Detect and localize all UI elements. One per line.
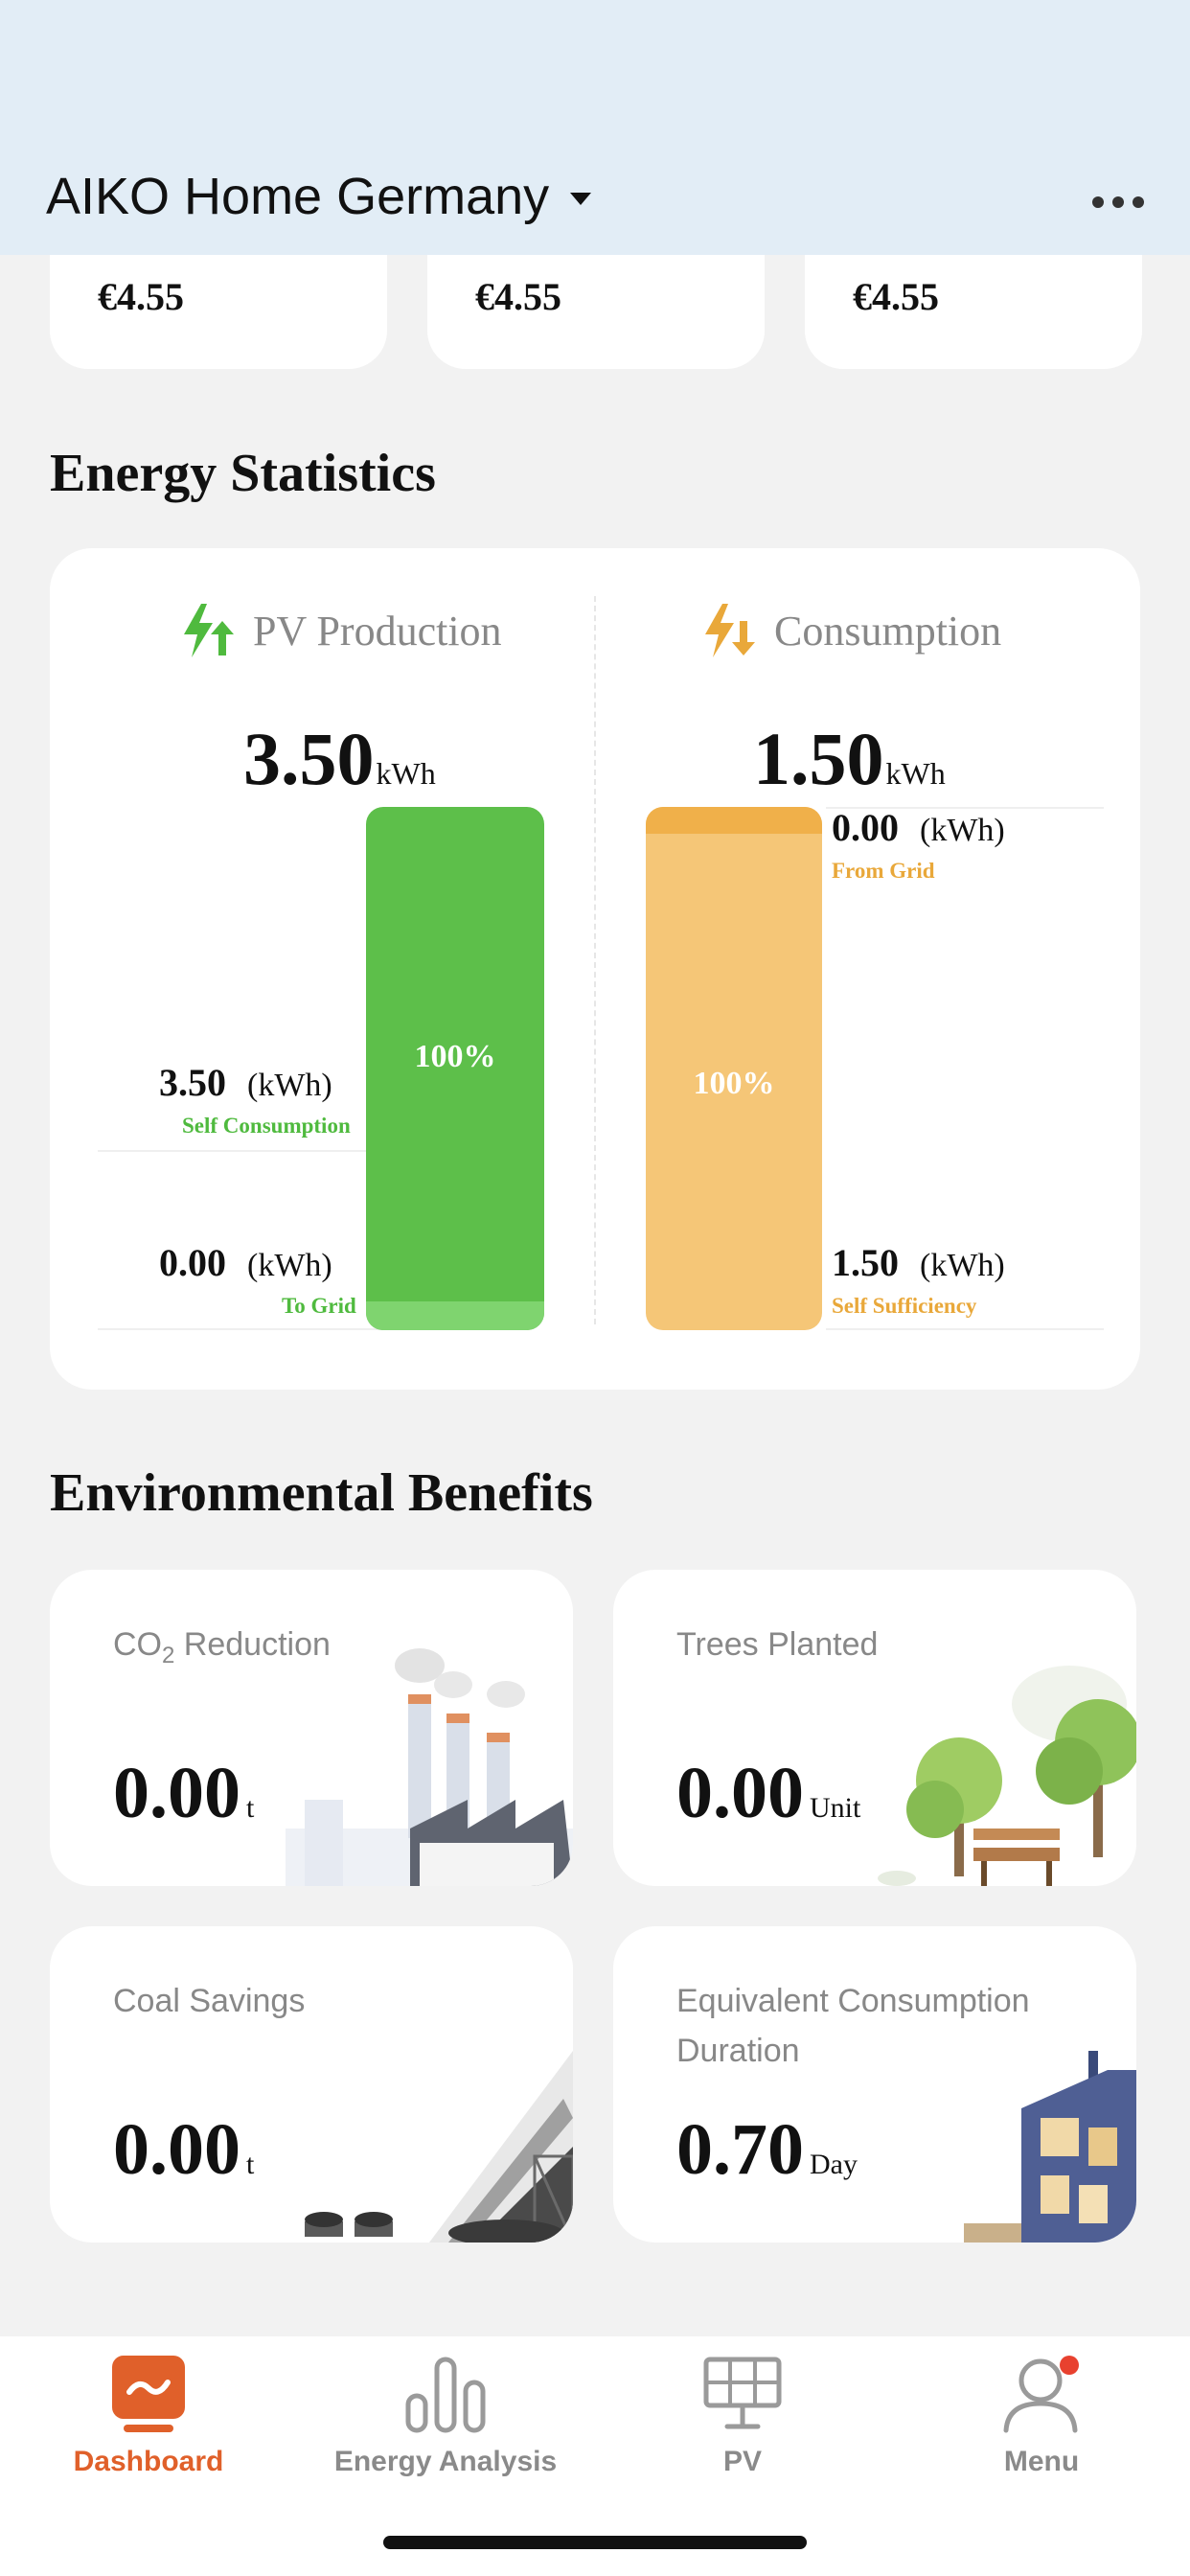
environmental-benefits-title: Environmental Benefits: [50, 1463, 593, 1523]
pv-total-value: 3.50: [243, 717, 375, 800]
tab-pv[interactable]: PV: [594, 2354, 891, 2478]
co2-reduction-card[interactable]: CO2 Reduction 0.00 t: [50, 1570, 573, 1886]
pv-total: 3.50 kWh: [243, 716, 436, 802]
consumption-from-grid-segment: [646, 807, 822, 834]
co2-reduction-title: CO2 Reduction: [113, 1626, 331, 1668]
dashboard-icon: [112, 2356, 185, 2432]
guide-line: [98, 1150, 414, 1152]
from-grid-label: From Grid: [832, 859, 935, 883]
consumption-header: Consumption: [701, 602, 1001, 659]
coal-savings-card[interactable]: Coal Savings 0.00 t: [50, 1926, 573, 2242]
tab-label: Dashboard: [73, 2446, 224, 2477]
pv-production-header: PV Production: [180, 602, 502, 659]
energy-statistics-card: PV Production Consumption 3.50 kWh 1.50 …: [50, 548, 1140, 1390]
coal-savings-value: 0.00 t: [113, 2109, 255, 2190]
consumption-bar-percent: 100%: [693, 1066, 775, 1101]
pv-bar-percent: 100%: [414, 1039, 496, 1074]
to-grid-value: 0.00 (kWh): [159, 1241, 332, 1284]
consumption-label: Consumption: [774, 607, 1002, 655]
coal-savings-title: Coal Savings: [113, 1983, 306, 2019]
consumption-total-unit: kWh: [885, 756, 946, 791]
self-sufficiency-label: Self Sufficiency: [832, 1294, 977, 1318]
pv-production-icon: [184, 604, 234, 657]
tab-label: Menu: [1003, 2446, 1080, 2477]
self-sufficiency-value: 1.50 (kWh): [832, 1241, 1005, 1284]
from-grid-value: 0.00 (kWh): [832, 806, 1005, 849]
tab-label: Energy Analysis: [333, 2446, 558, 2477]
trees-planted-card[interactable]: Trees Planted 0.00 Unit: [613, 1570, 1136, 1886]
energy-statistics-title: Energy Statistics: [50, 444, 436, 503]
co2-reduction-value: 0.00 t: [113, 1753, 255, 1833]
notification-badge: [1060, 2356, 1079, 2375]
price-value: €4.55: [853, 275, 939, 318]
trees-planted-title: Trees Planted: [676, 1626, 879, 1663]
house-illustration-icon: [964, 2051, 1136, 2242]
home-indicator: [383, 2536, 807, 2549]
consumption-icon: [705, 604, 755, 657]
caret-down-icon: [570, 192, 592, 205]
bar-chart-icon: [405, 2357, 486, 2433]
tab-menu[interactable]: Menu: [893, 2354, 1190, 2478]
tab-label: PV: [722, 2446, 763, 2477]
more-options-icon[interactable]: [1092, 188, 1144, 217]
home-selector[interactable]: AIKO Home Germany: [46, 163, 592, 230]
guide-line: [826, 807, 1104, 809]
self-consumption-label: Self Consumption: [182, 1114, 351, 1138]
trees-illustration-icon: [878, 1666, 1136, 1886]
guide-line: [826, 1328, 1104, 1330]
tab-energy-analysis[interactable]: Energy Analysis: [297, 2354, 594, 2478]
consumption-duration-card[interactable]: Equivalent Consumption Duration 0.70 Day: [613, 1926, 1136, 2242]
pv-to-grid-segment: [366, 1301, 544, 1330]
self-consumption-value: 3.50 (kWh): [159, 1061, 332, 1104]
home-name: AIKO Home Germany: [46, 168, 550, 225]
solar-panel-icon: [703, 2357, 782, 2429]
tab-dashboard[interactable]: Dashboard: [0, 2354, 297, 2478]
to-grid-label: To Grid: [282, 1294, 356, 1318]
header: AIKO Home Germany: [0, 0, 1190, 255]
pv-total-unit: kWh: [376, 756, 436, 791]
pv-production-label: PV Production: [253, 607, 502, 655]
factory-illustration-icon: [286, 1648, 573, 1886]
price-value: €4.55: [475, 275, 561, 318]
user-icon: [1003, 2356, 1079, 2433]
coal-mine-illustration-icon: [305, 2051, 573, 2242]
price-value: €4.55: [98, 275, 184, 318]
bottom-tab-bar: Dashboard Energy Analysis PV Menu: [0, 2336, 1190, 2576]
consumption-total-value: 1.50: [753, 717, 884, 800]
consumption-duration-title: Equivalent Consumption Duration: [676, 1983, 1030, 2069]
guide-line: [98, 1328, 414, 1330]
consumption-bar: 100%: [646, 807, 822, 1330]
consumption-total: 1.50 kWh: [753, 716, 946, 802]
divider: [594, 596, 596, 1324]
pv-bar: 100%: [366, 807, 544, 1330]
consumption-duration-value: 0.70 Day: [676, 2109, 858, 2190]
trees-planted-value: 0.00 Unit: [676, 1753, 861, 1833]
